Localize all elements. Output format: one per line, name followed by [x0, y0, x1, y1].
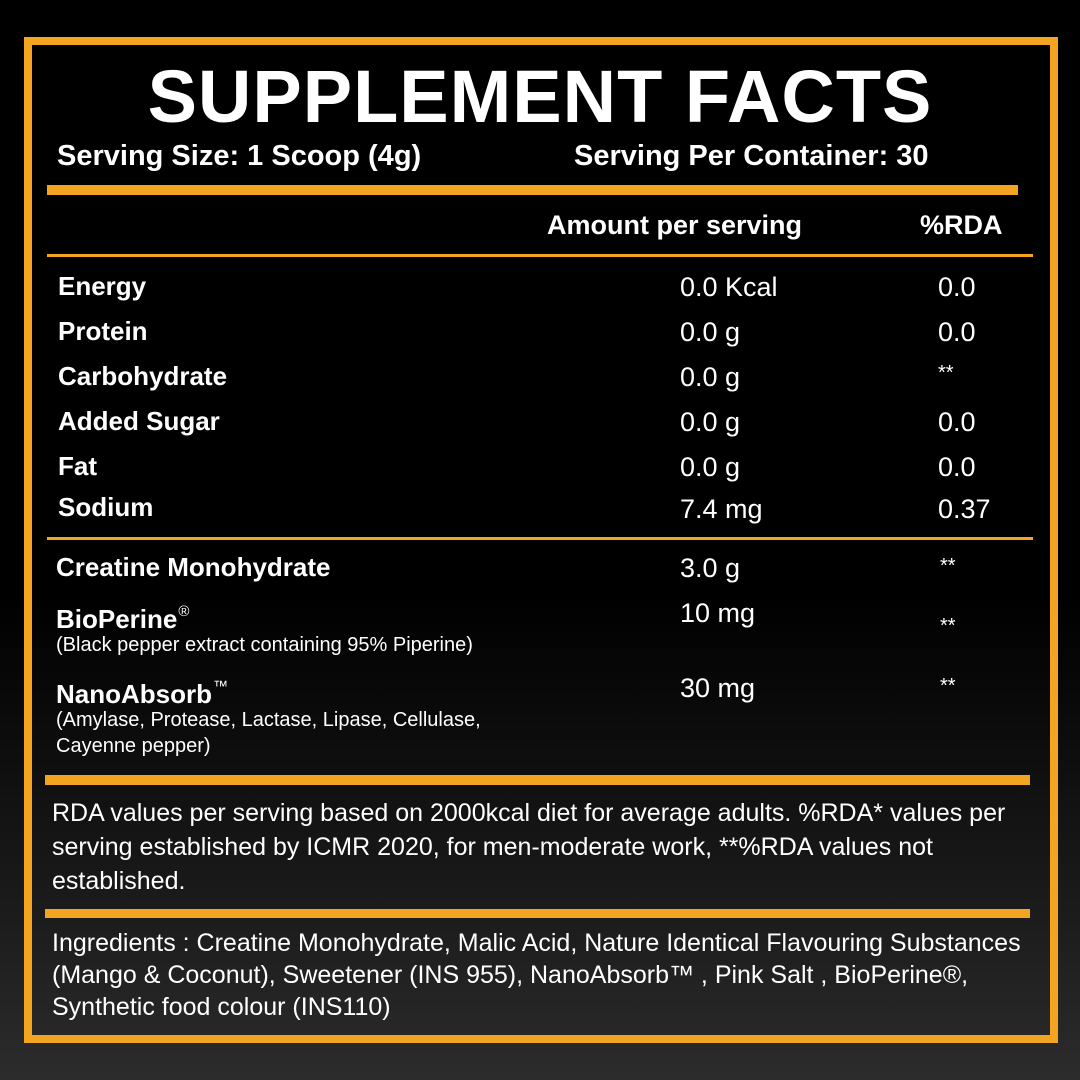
active-description: Cayenne pepper) — [56, 735, 211, 757]
active-rda: ** — [940, 675, 956, 697]
active-amount: 30 mg — [680, 673, 756, 703]
rda-footnote: RDA values per serving based on 2000kcal… — [52, 799, 1006, 895]
nutrient-amount: 7.4 mg — [680, 494, 763, 524]
nutrient-amount: 0.0 g — [680, 317, 741, 347]
ingredients-list: Ingredients : Creatine Monohydrate, Mali… — [52, 929, 1021, 1021]
divider-thin — [47, 537, 1033, 540]
nutrient-rda: 0.37 — [938, 494, 991, 524]
nutrient-amount: 0.0 g — [680, 362, 741, 392]
nutrient-amount: 0.0 g — [680, 407, 741, 437]
active-name: NanoAbsorb™ — [56, 678, 228, 709]
servings-per-container: Serving Per Container: 30 — [574, 140, 929, 172]
nutrient-rda: 0.0 — [938, 272, 976, 302]
column-header-rda: %RDA — [920, 210, 1003, 240]
nutrient-rda: 0.0 — [938, 452, 976, 482]
divider-thick — [45, 909, 1030, 918]
nutrient-name: Carbohydrate — [58, 361, 228, 391]
active-description: (Amylase, Protease, Lactase, Lipase, Cel… — [56, 709, 481, 731]
column-header-amount: Amount per serving — [547, 210, 803, 240]
nutrient-rda: 0.0 — [938, 317, 976, 347]
active-rda: ** — [940, 555, 956, 577]
nutrient-name: Protein — [58, 316, 148, 346]
serving-size: Serving Size: 1 Scoop (4g) — [57, 140, 422, 172]
nutrient-rda: 0.0 — [938, 407, 976, 437]
nutrient-name: Fat — [58, 451, 97, 481]
label-frame — [24, 37, 1058, 1043]
nutrient-name: Added Sugar — [58, 406, 220, 436]
active-name: BioPerine® — [56, 603, 190, 634]
active-amount: 3.0 g — [680, 553, 741, 583]
nutrient-name: Energy — [58, 271, 147, 301]
page-title: SUPPLEMENT FACTS — [147, 55, 933, 138]
active-rda: ** — [940, 615, 956, 637]
divider-thick — [45, 775, 1030, 785]
active-amount: 10 mg — [680, 598, 756, 628]
trademark-mark: ™ — [213, 678, 228, 695]
active-name: Creatine Monohydrate — [56, 552, 331, 582]
nutrient-rda: ** — [938, 362, 954, 384]
divider-thin — [47, 254, 1033, 257]
nutrient-name: Sodium — [58, 492, 154, 522]
divider-thick — [47, 185, 1018, 195]
active-description: (Black pepper extract containing 95% Pip… — [56, 634, 473, 656]
nutrient-amount: 0.0 Kcal — [680, 272, 778, 302]
nutrient-amount: 0.0 g — [680, 452, 741, 482]
registered-mark: ® — [178, 603, 190, 620]
